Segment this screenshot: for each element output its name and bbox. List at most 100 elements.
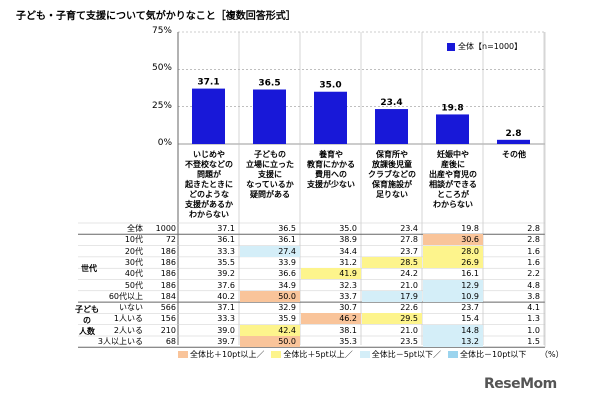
bar bbox=[375, 109, 408, 144]
category-label-line: 疑問がある bbox=[250, 190, 290, 199]
category-label-line: 産後に bbox=[441, 160, 465, 169]
category-label-line: 支援に bbox=[258, 170, 282, 179]
table-row-label: 2人いる bbox=[113, 325, 143, 335]
key-minus10-swatch bbox=[448, 351, 459, 358]
table-cell: 36.1 bbox=[278, 235, 296, 245]
highlight-key: 全体比＋10pt以上／ 全体比＋5pt以上／ 全体比－5pt以下／ 全体比－10… bbox=[178, 349, 533, 360]
data-label: 19.8 bbox=[441, 103, 463, 113]
table-row-label: 1人いる bbox=[113, 314, 143, 324]
table-cell: 10.9 bbox=[423, 290, 483, 302]
bar bbox=[192, 88, 225, 144]
table-cell: 1.6 bbox=[527, 257, 540, 267]
table-cell: 2.8 bbox=[527, 224, 540, 233]
table-cell: 3.8 bbox=[527, 291, 540, 301]
table-row-n: 1000 bbox=[155, 224, 176, 233]
table-cell: 19.8 bbox=[461, 224, 479, 233]
bar bbox=[497, 139, 530, 144]
table-cell: 1.6 bbox=[527, 246, 540, 256]
table-cell: 36.1 bbox=[217, 235, 235, 245]
table-cell: 37.6 bbox=[217, 280, 235, 290]
table-row-n: 184 bbox=[160, 291, 176, 301]
table-row-label: 10代 bbox=[124, 235, 143, 245]
table-row-label: 60代以上 bbox=[108, 291, 143, 301]
key-minus10-label: 全体比－10pt以下 bbox=[460, 350, 527, 359]
table-cell: 37.1 bbox=[217, 303, 235, 313]
category-label-line: 足りない bbox=[376, 190, 408, 199]
unit-label: （%） bbox=[540, 350, 564, 359]
category-label: いじめや 不登校などの 問題が 起きたときに どのような 支援があるか わからない bbox=[178, 150, 240, 220]
table-cell: 21.0 bbox=[400, 325, 418, 335]
group-label-children-line: の bbox=[83, 316, 91, 326]
category-label: 養育や 教育にかかる 費用への 支援が少ない bbox=[300, 150, 362, 190]
table-cell: 14.8 bbox=[423, 324, 483, 336]
category-label-line: 教育にかかる bbox=[307, 160, 355, 169]
table-cell: 41.9 bbox=[301, 268, 361, 280]
category-label-line: ところが bbox=[437, 190, 469, 199]
category-label-line: 支援が少ない bbox=[307, 180, 355, 189]
table-cell: 34.9 bbox=[278, 280, 296, 290]
key-plus5-label: 全体比＋5pt以上／ bbox=[283, 350, 353, 359]
category-label-line: その他 bbox=[502, 150, 526, 159]
table-cell: 1.3 bbox=[527, 314, 540, 324]
data-label: 35.0 bbox=[319, 81, 341, 91]
table-cell: 50.0 bbox=[240, 290, 300, 302]
bar bbox=[253, 89, 286, 144]
key-plus10: 全体比＋10pt以上／ bbox=[178, 349, 264, 360]
table-cell: 4.1 bbox=[527, 303, 540, 313]
table-cell: 2.8 bbox=[527, 235, 540, 245]
key-plus10-label: 全体比＋10pt以上／ bbox=[190, 350, 265, 359]
table-cell: 23.4 bbox=[400, 224, 418, 233]
category-label-line: 保育所や bbox=[376, 150, 408, 159]
table-row-n: 72 bbox=[165, 235, 176, 245]
table-cell: 50.0 bbox=[240, 336, 300, 347]
table-cell: 39.0 bbox=[217, 325, 235, 335]
table-cell: 26.9 bbox=[423, 256, 483, 268]
y-tick-label: 50% bbox=[151, 63, 172, 74]
key-minus5-swatch bbox=[359, 351, 370, 358]
table-cell: 35.3 bbox=[339, 337, 357, 346]
table-row-n: 68 bbox=[165, 337, 176, 346]
resemom-logo: ReseMom bbox=[484, 376, 557, 392]
category-label-line: 立場に立った bbox=[246, 160, 294, 169]
y-tick-label: 0% bbox=[157, 138, 172, 148]
category-label-line: 支援があるか bbox=[185, 200, 233, 209]
category-label-line: 問題が bbox=[197, 170, 221, 179]
y-tick-label: 25% bbox=[151, 100, 172, 111]
table-row-n: 186 bbox=[160, 280, 176, 290]
table-cell: 31.2 bbox=[339, 257, 357, 267]
table-cell: 23.7 bbox=[461, 303, 479, 313]
legend-swatch bbox=[447, 42, 455, 51]
table-row-n: 186 bbox=[160, 269, 176, 279]
table-row-n: 156 bbox=[160, 314, 176, 324]
category-label-line: どのような bbox=[189, 190, 229, 199]
key-minus5-label: 全体比－5pt以下／ bbox=[371, 350, 442, 359]
table-row-n: 186 bbox=[160, 257, 176, 267]
category-label: 妊娠中や 産後に 出産や育児の 相談ができる ところが わからない bbox=[422, 150, 484, 210]
table-cell: 23.7 bbox=[400, 246, 418, 256]
category-label-line: わからない bbox=[433, 200, 473, 209]
category-label-line: いじめや bbox=[193, 150, 225, 159]
table-cell: 36.6 bbox=[278, 269, 296, 279]
table-cell: 27.4 bbox=[240, 245, 300, 257]
group-label-children-line: 子ども bbox=[75, 305, 99, 315]
table-row-n: 186 bbox=[160, 246, 176, 256]
key-plus10-swatch bbox=[178, 351, 188, 358]
key-minus5: 全体比－5pt以下／ bbox=[359, 349, 442, 360]
table-cell: 32.3 bbox=[339, 280, 357, 290]
table-row-label: いない bbox=[119, 303, 143, 313]
category-label-line: 相談ができる bbox=[429, 180, 477, 189]
table-cell: 1.0 bbox=[527, 325, 540, 335]
category-label-line: わからない bbox=[189, 210, 229, 219]
table-cell: 46.2 bbox=[301, 313, 361, 325]
group-label-generation: 世代 bbox=[81, 263, 97, 273]
table-row-label: 3人以上いる bbox=[97, 337, 143, 346]
table-cell: 30.6 bbox=[423, 234, 483, 246]
table-cell: 36.5 bbox=[278, 224, 296, 233]
category-label-line: 不登校などの bbox=[185, 160, 233, 169]
table-cell: 1.5 bbox=[527, 337, 540, 346]
table-row-label: 全体 bbox=[127, 224, 143, 233]
category-label-line: なっているか bbox=[246, 180, 294, 189]
table-cell: 32.9 bbox=[278, 303, 296, 313]
table-cell: 27.8 bbox=[400, 235, 418, 245]
table-row-n: 210 bbox=[160, 325, 176, 335]
